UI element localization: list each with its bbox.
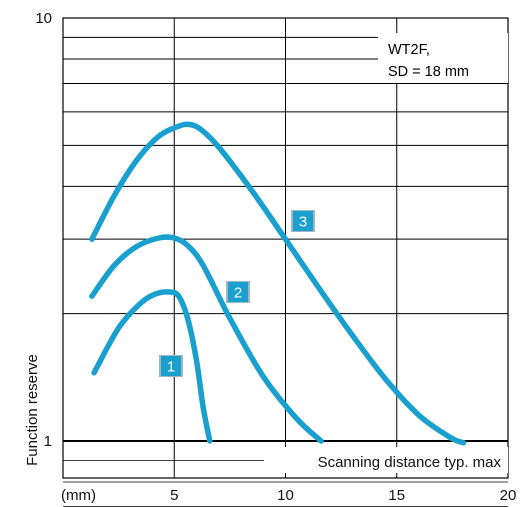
x-axis-unit: (mm) [61, 487, 96, 504]
x-axis-label: Scanning distance typ. max [318, 454, 502, 471]
badge-2 [228, 282, 248, 302]
x-tick-label: 10 [277, 487, 294, 504]
x-tick-label: 15 [388, 487, 405, 504]
badge-label-2: 2 [234, 285, 242, 302]
curve-1 [91, 289, 213, 444]
badge-label-1: 1 [167, 359, 175, 376]
x-tick-label: 20 [500, 487, 517, 504]
x-tick-label: 5 [170, 487, 178, 504]
curve-3 [89, 121, 467, 446]
annotation-line-2: SD = 18 mm [388, 64, 469, 80]
badge-3 [293, 211, 313, 231]
y-axis-label: Function reserve [24, 354, 41, 466]
badge-label-3: 3 [299, 214, 307, 231]
tick-labels: 5 10 15 20 1 10 [35, 10, 516, 504]
badge-1 [161, 356, 181, 376]
badges: 1 2 3 [159, 210, 315, 377]
y-tick-label: 10 [35, 10, 52, 27]
annotation-background [378, 33, 508, 83]
y-tick-label: 1 [44, 433, 52, 450]
xlabel-background [264, 447, 508, 473]
curves [89, 121, 467, 446]
curve-2 [89, 234, 324, 444]
annotation-line-1: WT2F, [388, 42, 430, 58]
plot-frame [62, 17, 509, 479]
